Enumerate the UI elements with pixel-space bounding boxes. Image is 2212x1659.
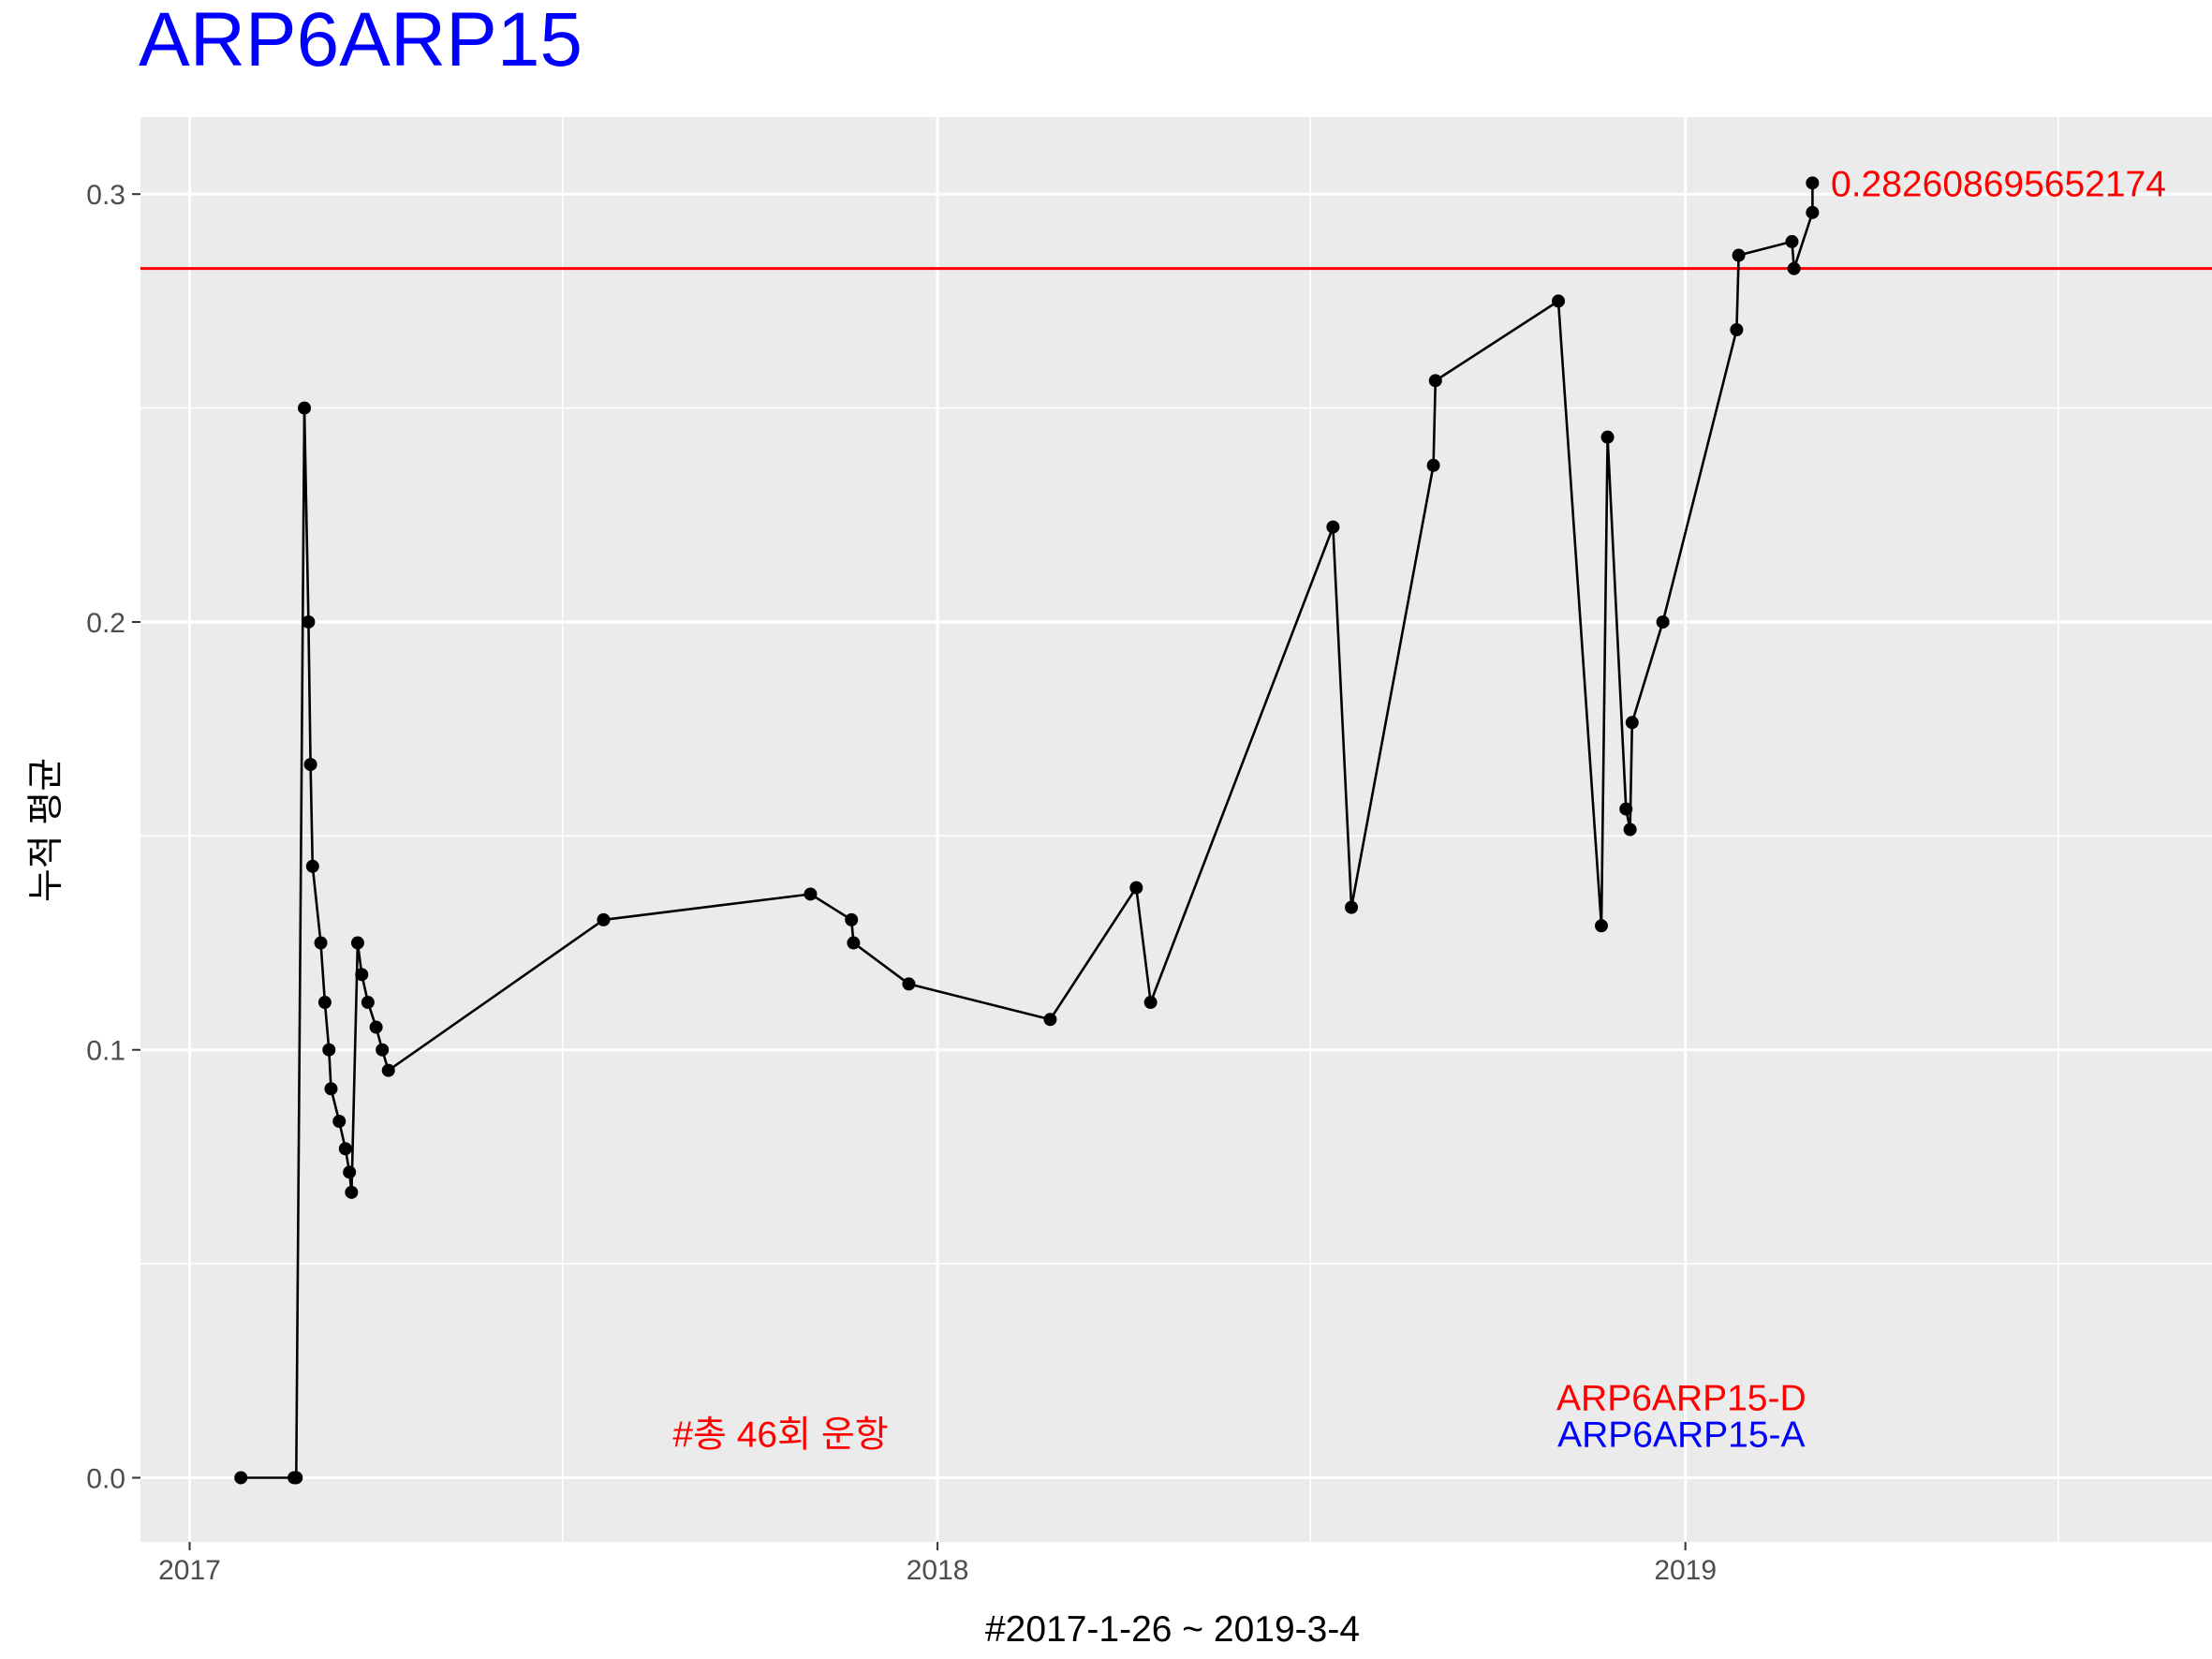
data-point xyxy=(234,1471,248,1485)
data-point xyxy=(324,1082,338,1096)
data-point xyxy=(1806,205,1820,219)
data-point xyxy=(369,1020,383,1034)
data-point xyxy=(361,996,375,1010)
annotation-label: 0.282608695652174 xyxy=(1831,164,2166,204)
data-point xyxy=(1426,458,1440,472)
data-point xyxy=(804,887,818,901)
data-point xyxy=(355,968,369,982)
annotation-label: ARP6ARP15-A xyxy=(1557,1415,1805,1455)
series-group xyxy=(234,176,1820,1485)
data-point xyxy=(376,1043,390,1057)
chart-title: ARP6ARP15 xyxy=(139,0,583,82)
data-point xyxy=(338,1142,352,1156)
data-point xyxy=(314,936,328,950)
data-point xyxy=(1594,919,1608,933)
data-point xyxy=(1623,822,1637,837)
x-tick-label: 2019 xyxy=(1654,1555,1717,1586)
annotation-label: #총 46회 운항 xyxy=(672,1415,888,1455)
data-point xyxy=(1785,234,1799,248)
y-axis-title: 누적 평균 xyxy=(26,758,66,902)
x-tick-label: 2017 xyxy=(158,1555,221,1586)
data-point xyxy=(1345,900,1359,914)
data-point xyxy=(317,996,332,1010)
data-point xyxy=(322,1043,336,1057)
data-point xyxy=(1129,881,1143,895)
series-line xyxy=(241,183,1814,1479)
data-point xyxy=(1656,615,1670,629)
data-point xyxy=(381,1063,395,1077)
annotation-label: ARP6ARP15-D xyxy=(1556,1379,1806,1419)
data-point xyxy=(1787,261,1801,275)
data-point xyxy=(343,1165,357,1179)
data-point xyxy=(847,936,861,950)
plot-panel xyxy=(140,117,2212,1542)
y-tick-label: 0.3 xyxy=(86,180,125,211)
data-point xyxy=(298,401,312,415)
data-point xyxy=(1730,323,1744,337)
data-point xyxy=(845,912,859,926)
data-point xyxy=(1806,176,1820,190)
y-tick-label: 0.0 xyxy=(86,1463,125,1494)
x-tick-label: 2018 xyxy=(907,1555,969,1586)
data-point xyxy=(1600,430,1615,444)
axes: 2017 2018 2019 0.0 0.1 0.2 0.3 xyxy=(86,180,1717,1586)
data-point xyxy=(902,977,916,991)
data-point xyxy=(1619,802,1633,816)
data-point xyxy=(302,615,316,629)
data-point xyxy=(1625,716,1639,730)
data-point xyxy=(1043,1013,1057,1027)
data-point xyxy=(1732,248,1746,262)
x-axis-title: #2017-1-26 ~ 2019-3-4 xyxy=(985,1609,1360,1650)
data-point xyxy=(345,1185,359,1199)
data-point xyxy=(597,912,611,926)
data-point xyxy=(289,1471,303,1485)
y-tick-label: 0.1 xyxy=(86,1036,125,1067)
data-point xyxy=(303,758,317,772)
data-point xyxy=(332,1115,347,1129)
grid xyxy=(140,117,2212,1542)
data-point xyxy=(1428,374,1442,388)
data-point xyxy=(350,936,364,950)
y-tick-label: 0.2 xyxy=(86,608,125,639)
data-point xyxy=(1326,520,1340,534)
data-point xyxy=(1143,996,1158,1010)
data-point xyxy=(1552,294,1566,308)
data-point xyxy=(305,859,319,873)
